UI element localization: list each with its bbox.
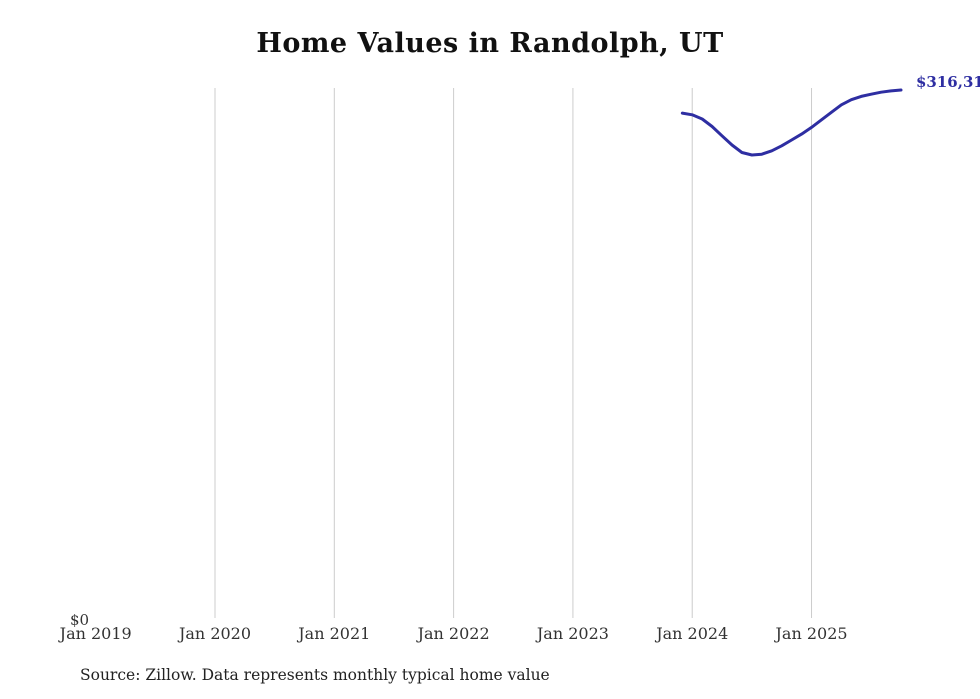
- x-tick-label: Jan 2024: [656, 624, 729, 643]
- x-tick-label: Jan 2025: [775, 624, 848, 643]
- x-tick-label: Jan 2023: [536, 624, 609, 643]
- x-tick-label: Jan 2019: [59, 624, 132, 643]
- y-axis-zero-label: $0: [70, 611, 90, 629]
- x-tick-label: Jan 2020: [178, 624, 252, 643]
- x-tick-label: Jan 2022: [417, 624, 490, 643]
- end-value-label: $316,313: [916, 73, 980, 91]
- source-note: Source: Zillow. Data represents monthly …: [80, 666, 550, 684]
- chart-title: Home Values in Randolph, UT: [256, 28, 724, 59]
- x-tick-label: Jan 2021: [298, 624, 371, 643]
- home-value-series-line: [680, 88, 903, 157]
